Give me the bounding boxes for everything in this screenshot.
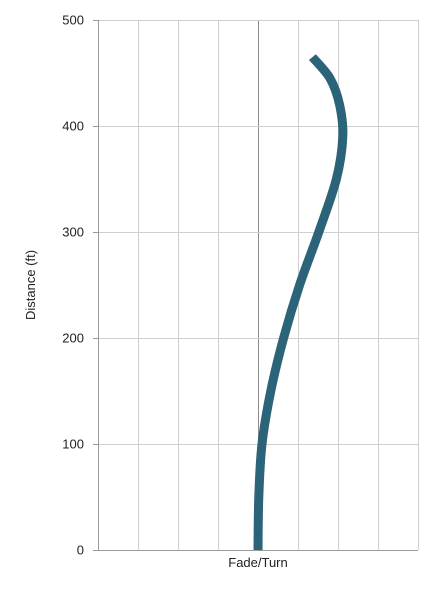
y-tick-label: 0 [77, 543, 84, 558]
y-tick-label: 400 [62, 119, 84, 134]
y-axis-label: Distance (ft) [23, 250, 38, 320]
chart-series [253, 54, 348, 551]
flight-path-line [253, 54, 348, 551]
x-axis-label: Fade/Turn [228, 555, 288, 570]
y-tick-labels: 0 100 200 300 400 500 [62, 13, 84, 558]
chart-axes [93, 20, 418, 551]
y-tick-label: 200 [62, 331, 84, 346]
y-tick-label: 500 [62, 13, 84, 28]
y-tick-label: 100 [62, 437, 84, 452]
y-tick-label: 300 [62, 225, 84, 240]
